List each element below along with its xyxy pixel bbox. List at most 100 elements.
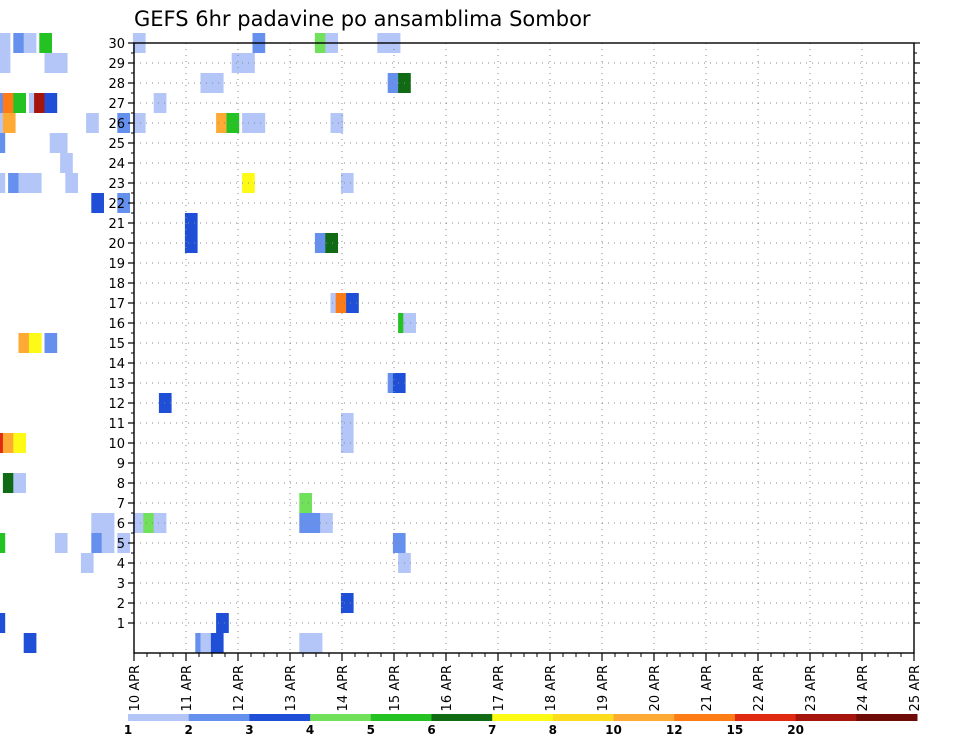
heatmap-cell	[44, 93, 58, 113]
heatmap-cell	[299, 513, 312, 533]
heatmap-cell	[340, 433, 354, 453]
y-tick-label: 8	[117, 477, 125, 492]
heatmap-cell	[39, 33, 52, 53]
heatmap-cell	[2, 93, 16, 113]
colorbar-swatch	[249, 714, 311, 721]
heatmap-cell	[330, 113, 344, 133]
colorbar-swatch	[188, 714, 250, 721]
heatmap-cell	[117, 113, 130, 133]
heatmap-cell	[403, 313, 416, 333]
y-tick-label: 21	[108, 217, 125, 232]
y-tick-label: 3	[117, 577, 125, 592]
heatmap-cell	[252, 113, 266, 133]
heatmap-cell	[117, 533, 130, 553]
y-tick-label: 28	[108, 77, 125, 92]
heatmap-cell	[34, 93, 47, 113]
heatmap-cell	[0, 113, 6, 133]
y-tick-label: 18	[108, 277, 125, 292]
x-tick-label: 20 APR	[648, 665, 663, 711]
heatmap-cell	[392, 373, 406, 393]
colorbar-swatch	[370, 714, 432, 721]
heatmap-cell	[13, 93, 26, 113]
y-tick-label: 4	[117, 557, 125, 572]
x-tick-label: 16 APR	[440, 665, 455, 711]
y-tick-label: 9	[117, 457, 125, 472]
x-tick-label: 13 APR	[284, 665, 299, 711]
heatmap-cell	[132, 113, 146, 133]
heatmap-cell	[13, 433, 26, 453]
colorbar-label: 20	[787, 723, 804, 737]
heatmap-cell	[23, 33, 37, 53]
y-tick-label: 5	[117, 537, 125, 552]
x-tick-label: 24 APR	[856, 665, 871, 711]
heatmap-cell	[8, 173, 21, 193]
y-tick-label: 22	[108, 197, 125, 212]
heatmap-cell	[0, 613, 6, 633]
colorbar-label: 15	[727, 723, 744, 737]
heatmap-cell	[153, 93, 167, 113]
colorbar-label: 3	[245, 723, 253, 737]
colorbar-swatch	[795, 714, 857, 721]
heatmap-cell	[18, 333, 32, 353]
heatmap-cell	[0, 53, 11, 73]
y-tick-label: 10	[108, 437, 125, 452]
colorbar-label: 4	[306, 723, 314, 737]
heatmap-cell	[44, 53, 58, 73]
heatmap-cell	[309, 513, 323, 533]
y-tick-label: 17	[108, 297, 125, 312]
y-tick-label: 26	[108, 117, 125, 132]
colorbar-label: 8	[549, 723, 557, 737]
heatmap-cell	[158, 393, 172, 413]
heatmap-cell	[23, 633, 37, 653]
heatmap-cell	[0, 533, 6, 553]
heatmap-cell	[44, 333, 58, 353]
colorbar-swatch	[674, 714, 736, 721]
heatmap-cell	[86, 113, 99, 133]
y-tick-label: 12	[108, 397, 125, 412]
y-tick-label: 16	[108, 317, 125, 332]
heatmap-cell	[309, 633, 323, 653]
heatmap-cell	[13, 473, 26, 493]
colorbar-label: 7	[488, 723, 496, 737]
heatmap-cell	[0, 93, 6, 113]
heatmap-cell	[387, 73, 401, 93]
y-tick-label: 23	[108, 177, 125, 192]
heatmap-cell	[101, 533, 115, 553]
x-tick-label: 10 APR	[128, 665, 143, 711]
heatmap-cell	[200, 633, 214, 653]
colorbar-swatch	[552, 714, 614, 721]
x-tick-label: 12 APR	[232, 665, 247, 711]
heatmap-cell	[117, 193, 130, 213]
heatmap-cell	[2, 433, 16, 453]
heatmap-cell	[226, 113, 240, 133]
y-tick-label: 24	[108, 157, 125, 172]
colorbar-swatch	[613, 714, 675, 721]
heatmap-cell	[65, 173, 78, 193]
heatmap-cell	[392, 533, 406, 553]
heatmap-cell	[132, 513, 146, 533]
colorbar-swatch	[310, 714, 372, 721]
heatmap-cell	[28, 333, 42, 353]
heatmap-cell	[13, 33, 26, 53]
colorbar-swatch	[856, 714, 918, 721]
heatmap-cell	[210, 633, 224, 653]
y-tick-label: 19	[108, 257, 125, 272]
x-tick-label: 22 APR	[752, 665, 767, 711]
heatmap-cell	[0, 433, 6, 453]
heatmap-cell	[153, 513, 167, 533]
heatmap-cell	[60, 153, 73, 173]
heatmap-cell	[0, 133, 6, 153]
x-tick-label: 25 APR	[908, 665, 923, 711]
heatmap-cell	[231, 53, 245, 73]
colorbar-label: 5	[367, 723, 375, 737]
y-tick-label: 7	[117, 497, 125, 512]
colorbar-swatch	[128, 714, 190, 721]
heatmap-cell	[101, 513, 115, 533]
heatmap-cell	[325, 233, 338, 253]
colorbar-swatch	[492, 714, 554, 721]
heatmap-cell	[335, 293, 349, 313]
heatmap-cell	[184, 213, 198, 233]
heatmap-cell	[216, 113, 229, 133]
colorbar-swatch	[734, 714, 797, 721]
